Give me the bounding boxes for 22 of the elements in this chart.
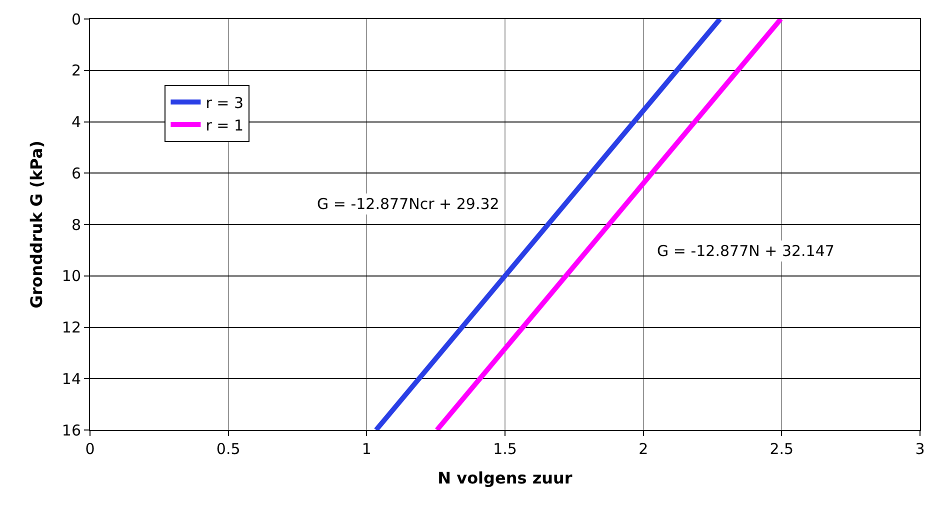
x-tick-label: 3 [915, 440, 925, 458]
annotation: G = -12.877Ncr + 29.32 [317, 195, 500, 213]
x-tick-label: 2 [638, 440, 648, 458]
y-tick-label: 10 [62, 267, 81, 286]
y-tick-label: 8 [71, 216, 81, 234]
y-axis-title: Gronddruk G (kPa) [26, 140, 46, 308]
y-tick-label: 14 [62, 370, 81, 388]
y-tick-label: 16 [62, 421, 81, 440]
y-tick-label: 4 [71, 113, 81, 131]
y-tick-label: 2 [71, 62, 81, 80]
legend-label: r = 1 [206, 116, 244, 134]
x-tick-label: 1 [362, 440, 372, 458]
x-axis-title: N volgens zuur [438, 468, 572, 488]
x-tick-label: 2.5 [770, 440, 794, 458]
x-tick-label: 0.5 [216, 440, 240, 458]
y-tick-label: 12 [62, 318, 81, 336]
y-tick-label: 6 [71, 164, 81, 182]
y-tick-label: 0 [71, 10, 81, 28]
x-tick-label: 0 [85, 440, 95, 458]
x-tick-label: 1.5 [493, 440, 517, 458]
annotation: G = -12.877N + 32.147 [657, 242, 834, 260]
legend-label: r = 3 [206, 94, 244, 112]
